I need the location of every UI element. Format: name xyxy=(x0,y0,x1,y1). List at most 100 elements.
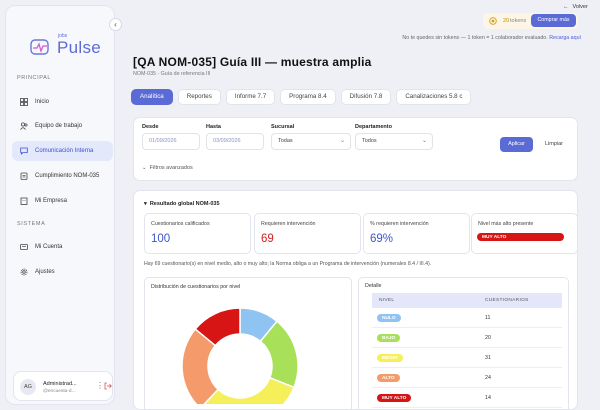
sidebar-item-label: Inicio xyxy=(35,99,50,105)
table-row: MEDIO 31 xyxy=(372,348,562,368)
donut-slice-medio[interactable] xyxy=(200,376,295,404)
sidebar-item-label: Mi Empresa xyxy=(35,198,68,204)
pulse-logo-icon xyxy=(30,39,49,55)
row-count: 11 xyxy=(485,315,491,321)
page-title: [QA NOM-035] Guía III — muestra amplia xyxy=(133,55,372,69)
filter-card: Desde 01/09/2026 Hasta 03/09/2026 Sucurs… xyxy=(133,117,578,181)
sidebar-item-empresa[interactable]: Mi Empresa xyxy=(12,191,113,211)
page-subtitle: NOM-035 · Guía de referencia III xyxy=(133,71,211,77)
logout-icon[interactable] xyxy=(104,382,112,390)
logo[interactable]: jobs Pulse xyxy=(30,33,105,63)
buy-tokens-button[interactable]: Comprar más xyxy=(531,14,576,27)
results-note: Hay 69 cuestionario(s) en nivel medio, a… xyxy=(144,261,432,267)
sidebar-item-label: Mi Cuenta xyxy=(35,244,63,250)
kpi-nivel-alto: Nivel más alto presente MUY ALTO xyxy=(471,213,577,254)
tab-informe[interactable]: Informe 7.7 xyxy=(225,89,276,105)
dept-label: Departamento xyxy=(355,124,392,130)
building-icon xyxy=(20,197,28,205)
token-note-text: No te quedes sin tokens — 1 token = 1 co… xyxy=(402,35,548,41)
level-badge: NULO xyxy=(377,314,401,322)
table-row: MUY ALTO 14 xyxy=(372,388,562,408)
from-date-input[interactable]: 01/09/2026 xyxy=(142,133,200,150)
kpi-requieren: Requieren intervención 69 xyxy=(254,213,361,254)
kpi-label: Requieren intervención xyxy=(261,221,316,227)
apply-button[interactable]: Aplicar xyxy=(500,137,533,152)
tab-bar: Analítica Reportes Informe 7.7 Programa … xyxy=(131,89,472,105)
tokens-label: tokens xyxy=(510,17,527,24)
chart-box: Distribución de cuestionarios por nivel xyxy=(144,277,352,409)
section-principal: PRINCIPAL xyxy=(17,75,52,81)
to-date-input[interactable]: 03/09/2026 xyxy=(206,133,264,150)
results-title-text: Resultado global NOM-035 xyxy=(149,201,220,207)
kpi-label: Cuestionarios calificados xyxy=(151,221,210,227)
chat-icon xyxy=(20,147,28,155)
advanced-filters-label: Filtros avanzados xyxy=(149,165,193,171)
col-nivel: NIVEL xyxy=(379,298,395,303)
tab-reportes[interactable]: Reportes xyxy=(177,89,221,105)
chevron-down-icon: ⌄ xyxy=(142,165,147,171)
row-count: 14 xyxy=(485,395,491,401)
row-count: 31 xyxy=(485,355,491,361)
sidebar-item-equipo[interactable]: Equipo de trabajo xyxy=(12,116,113,136)
sidebar-item-inicio[interactable]: Inicio xyxy=(12,92,113,112)
kpi-label: % requieren intervención xyxy=(370,221,429,227)
table-row: ALTO 24 xyxy=(372,368,562,388)
sidebar-item-cumplimiento[interactable]: Cumplimiento NOM-035 xyxy=(12,166,113,186)
sidebar-item-comunicacion[interactable]: Comunicación Interna xyxy=(12,141,113,161)
grid-icon xyxy=(20,98,28,106)
to-label: Hasta xyxy=(206,124,221,130)
dept-value: Todos xyxy=(362,138,377,144)
back-link[interactable]: ← Volver xyxy=(563,4,588,10)
tab-analitica[interactable]: Analítica xyxy=(131,89,173,105)
arrow-left-icon: ← xyxy=(563,4,569,10)
tab-difusion[interactable]: Difusión 7.8 xyxy=(340,89,392,105)
row-count: 24 xyxy=(485,375,491,381)
detail-table: Detalle NIVEL CUESTIONARIOS NULO 11 BAJO… xyxy=(358,277,569,409)
donut-slice-muy-alto[interactable] xyxy=(194,307,241,347)
results-title[interactable]: ▾ Resultado global NOM-035 xyxy=(144,201,220,207)
recharge-link[interactable]: Recarga aquí xyxy=(549,35,581,41)
sidebar-item-label: Equipo de trabajo xyxy=(35,123,83,129)
kpi-porcentaje: % requieren intervención 69% xyxy=(363,213,470,254)
kpi-calificados: Cuestionarios calificados 100 xyxy=(144,213,251,254)
chevron-down-icon: ⌄ xyxy=(339,138,345,144)
tab-programa[interactable]: Programa 8.4 xyxy=(280,89,336,105)
token-note: No te quedes sin tokens — 1 token = 1 co… xyxy=(402,35,581,41)
sidebar: jobs Pulse PRINCIPAL Inicio Equipo de tr… xyxy=(5,5,115,405)
avatar: AG xyxy=(20,379,36,395)
dept-select[interactable]: Todos ⌄ xyxy=(355,133,433,150)
level-badge: BAJO xyxy=(377,334,401,342)
more-vertical-icon[interactable]: ⋮ xyxy=(96,381,104,390)
donut-chart xyxy=(181,307,299,404)
level-badge: MEDIO xyxy=(377,354,403,362)
col-cuestionarios: CUESTIONARIOS xyxy=(485,298,529,303)
branch-select[interactable]: Todas ⌄ xyxy=(271,133,351,150)
id-card-icon xyxy=(20,244,28,250)
table-row: NULO 11 xyxy=(372,308,562,328)
table-header: NIVEL CUESTIONARIOS xyxy=(372,293,562,308)
sidebar-item-label: Comunicación Interna xyxy=(35,148,94,154)
chart-title: Distribución de cuestionarios por nivel xyxy=(151,284,241,290)
collapse-sidebar-button[interactable]: ‹ xyxy=(109,18,122,31)
tokens-count: 20 xyxy=(503,17,510,24)
sidebar-item-ajustes[interactable]: Ajustes xyxy=(12,262,113,282)
branch-label: Sucursal xyxy=(271,124,295,130)
table-row: BAJO 20 xyxy=(372,328,562,348)
level-badge: MUY ALTO xyxy=(477,233,564,241)
user-email: @encuesta-d... xyxy=(43,389,76,394)
tab-canalizaciones[interactable]: Canalizaciones 5.8 c xyxy=(396,89,472,105)
coin-icon xyxy=(489,17,497,25)
kpi-value: 69 xyxy=(261,233,274,245)
kpi-value: 69% xyxy=(370,233,394,245)
user-name: Administrad... xyxy=(43,381,77,387)
results-card: ▾ Resultado global NOM-035 Cuestionarios… xyxy=(133,190,578,410)
clear-button[interactable]: Limpiar xyxy=(544,141,564,147)
user-card: AG Administrad... @encuesta-d... ⋮ xyxy=(13,371,113,401)
advanced-filters-toggle[interactable]: ⌄ Filtros avanzados xyxy=(142,165,193,171)
sidebar-item-mi-cuenta[interactable]: Mi Cuenta xyxy=(12,237,113,257)
level-badge: MUY ALTO xyxy=(377,394,412,402)
chevron-down-icon: ⌄ xyxy=(421,138,427,144)
level-badge: ALTO xyxy=(377,374,400,382)
from-label: Desde xyxy=(142,124,159,130)
kpi-label: Nivel más alto presente xyxy=(478,221,534,227)
